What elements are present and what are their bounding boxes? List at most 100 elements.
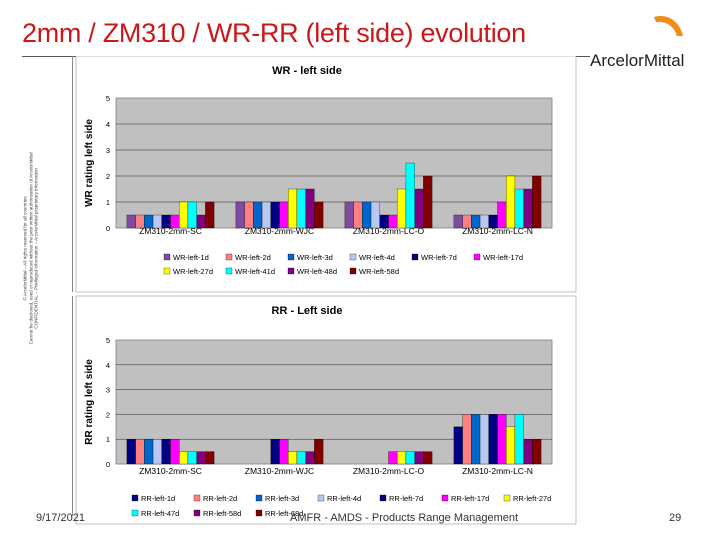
legend: WR-left-1d WR-left-2d WR-left-3d WR-left-4d… [163,253,523,276]
footer-date: 9/17/2021 [36,512,85,524]
bar [488,414,498,465]
legend-label: WR-left-7d [421,253,457,262]
bar [187,201,197,229]
footer-org: AMFR - AMDS - Products Range Management [290,512,519,524]
bar [405,451,415,465]
y-axis-label: WR rating left side [84,119,95,207]
y-tick-label: 1 [106,435,110,444]
bar [205,201,215,229]
y-tick-label: 4 [106,120,110,129]
y-tick-label: 0 [106,460,110,469]
y-axis-label: RR rating left side [84,359,95,445]
bar [187,451,197,465]
bar [235,201,245,229]
bar [514,188,524,229]
confidentiality-note: © ArcelorMittal – All rights reserved fo… [22,152,39,345]
bar [135,439,145,465]
legend-label: WR-left-4d [359,253,395,262]
bar [126,214,136,229]
bar [270,439,280,465]
legend-label: RR-left-4d [327,494,361,503]
bar [270,201,280,229]
bar [471,414,481,465]
bar [179,451,189,465]
bar [514,414,524,465]
legend-label: WR-left-3d [297,253,333,262]
legend-label: RR-left-1d [141,494,175,503]
legend-label: RR-left-2d [203,494,237,503]
legend-label: WR-left-41d [235,267,275,276]
chart-title: RR - Left side [272,305,343,317]
bar [296,188,306,229]
bar [405,162,415,229]
bar [497,414,507,465]
bar [161,439,171,465]
bar [414,188,424,229]
x-tick-label: ZM310-2mm-WJC [245,466,314,476]
legend-label: WR-left-48d [297,267,337,276]
bar [179,201,189,229]
bar [296,451,306,465]
chart-2: RR - Left side RR rating left side 0 1 2 3 4 5 Z… [75,295,577,525]
legend-swatch [349,267,357,275]
bar [506,175,516,229]
legend-label: WR-left-27d [173,267,213,276]
legend-swatch [287,267,295,275]
bar [353,201,363,229]
legend-swatch [411,253,419,261]
bar [423,451,433,465]
legend-swatch [503,494,511,502]
bar [479,414,489,465]
chart-1: WR - left side WR rating left side 0 1 2 3 4 5 Z… [75,56,577,293]
bar [144,439,154,465]
bar [205,451,215,465]
bar [314,439,324,465]
bar [244,201,254,229]
slide-title: 2mm / ZM310 / WR-RR (left side) evolutio… [22,18,526,48]
legend-label: RR-left-7d [389,494,423,503]
legend-label: WR-left-17d [483,253,523,262]
legend-swatch [441,494,449,502]
bar [453,426,463,465]
bar [253,201,263,229]
y-tick-label: 2 [106,172,110,181]
bar [126,439,136,465]
bar [397,188,407,229]
legend-swatch [317,494,325,502]
y-tick-label: 1 [106,198,110,207]
y-tick-label: 2 [106,410,110,419]
arcelormittal-logo: ArcelorMittal [590,10,715,70]
bar [305,451,315,465]
legend-label: WR-left-1d [173,253,209,262]
y-tick-label: 3 [106,386,110,395]
bar [344,201,354,229]
page-number: 29 [669,512,682,524]
bar [288,451,298,465]
x-tick-label: ZM310-2mm-SC [139,226,202,236]
legend-swatch [287,253,295,261]
bar [152,439,162,465]
x-tick-label: ZM310-2mm-WJC [245,226,314,236]
bar [314,201,324,229]
legend-swatch [473,253,481,261]
bar [362,201,372,229]
legend-swatch [255,494,263,502]
x-tick-label: ZM310-2mm-LC-N [462,466,533,476]
bar [170,439,180,465]
legend-swatch [131,494,139,502]
legend-label: RR-left-3d [265,494,299,503]
x-tick-label: ZM310-2mm-LC-O [353,226,425,236]
bar [261,201,271,229]
bar [532,175,542,229]
bar [305,188,315,229]
legend-swatch [349,253,357,261]
bar [196,451,206,465]
y-tick-label: 5 [106,94,110,103]
logo-wordmark: ArcelorMittal [590,51,684,70]
y-tick-label: 5 [106,336,110,345]
legend-swatch [193,494,201,502]
legend-swatch [225,253,233,261]
bar [397,451,407,465]
bar [462,414,472,465]
legend-label: WR-left-58d [359,267,399,276]
